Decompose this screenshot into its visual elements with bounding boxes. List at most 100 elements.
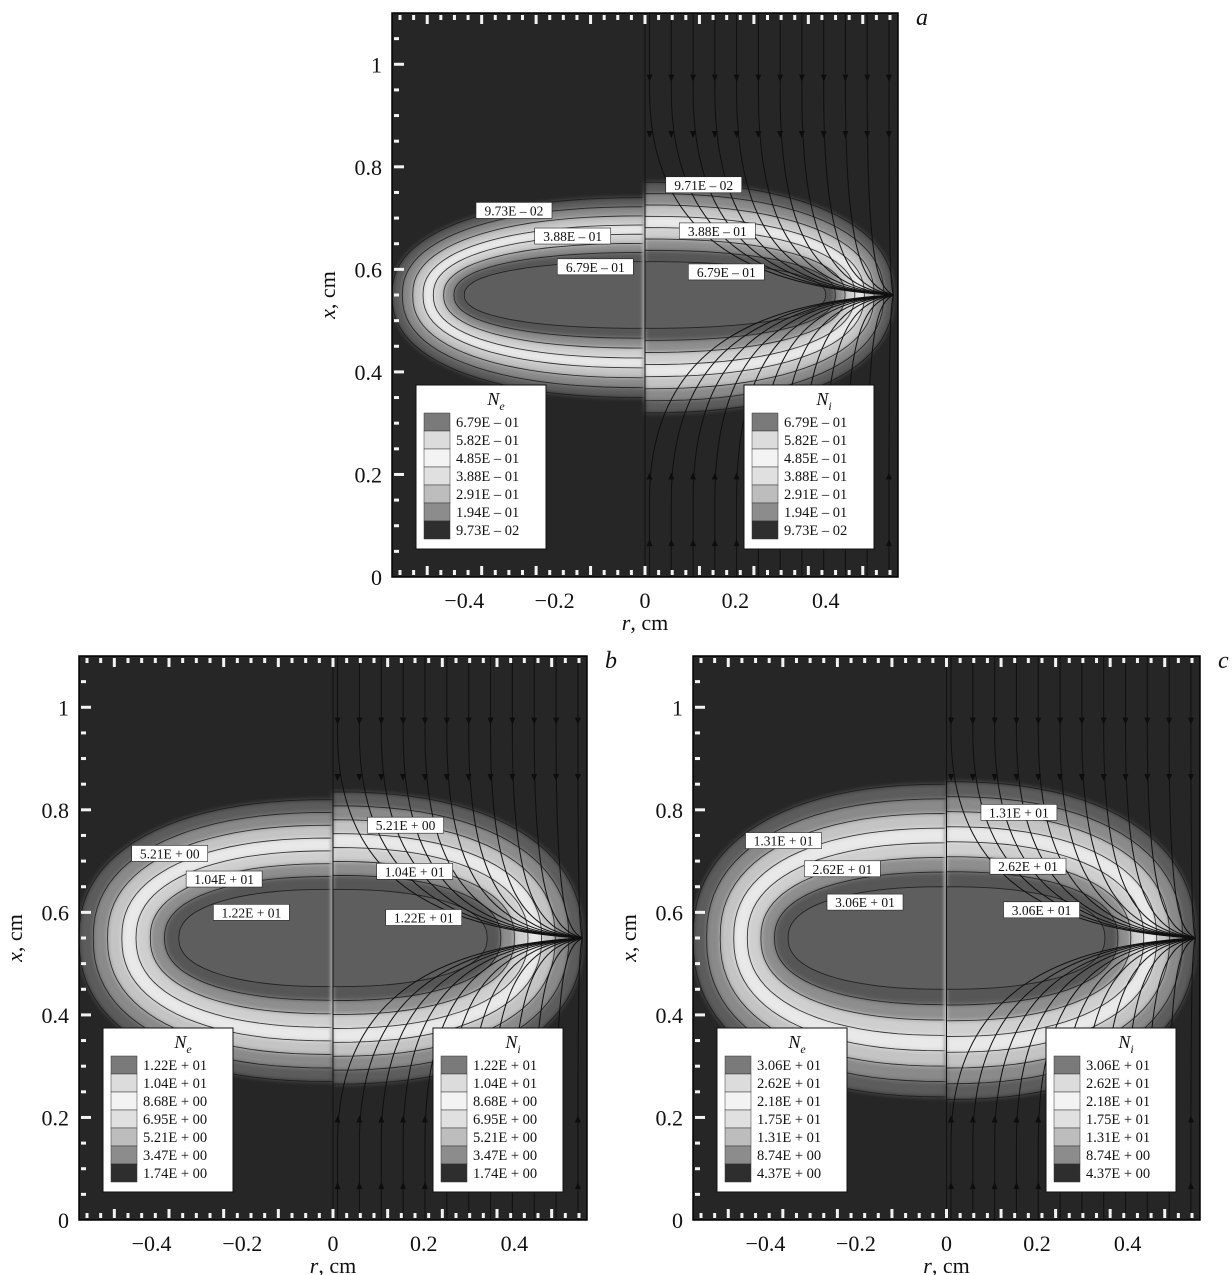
field-arrow xyxy=(400,717,407,725)
legend-ne-swatch xyxy=(110,1091,138,1111)
tick-minor-bottom xyxy=(534,566,538,575)
field-arrow xyxy=(646,131,653,139)
contour-label: 1.31E + 01 xyxy=(754,834,814,849)
legend-ne-level: 1.94E – 01 xyxy=(456,505,519,521)
tick-minor-top xyxy=(670,15,674,20)
tick-minor-top xyxy=(276,658,280,667)
tick-minor-bottom xyxy=(713,1213,717,1218)
field-arrow xyxy=(378,774,385,782)
field-arrow xyxy=(885,74,892,82)
legend-ne-swatch xyxy=(423,466,451,486)
field-arrow xyxy=(1187,1182,1194,1190)
legend-ni-level: 1.31E + 01 xyxy=(1086,1130,1150,1146)
field-line-top xyxy=(511,656,583,939)
legend-ne-level: 5.21E + 00 xyxy=(143,1130,207,1146)
tick-minor-top xyxy=(1108,658,1112,667)
tick-minor-bottom xyxy=(890,1209,894,1218)
tick-minor-bottom xyxy=(847,570,851,575)
legend-ne-level: 1.75E + 01 xyxy=(757,1112,821,1128)
field-line-top xyxy=(337,656,583,939)
tick-minor-left xyxy=(695,1141,700,1145)
tick-minor-bottom xyxy=(699,1213,703,1218)
tick-minor-bottom xyxy=(222,1209,226,1218)
field-line-top xyxy=(490,656,583,939)
field-arrow xyxy=(334,717,341,725)
legend-ni-level: 4.37E + 00 xyxy=(1086,1166,1150,1182)
legend-ne-swatch xyxy=(423,520,451,540)
field-line-top xyxy=(358,656,583,939)
field-arrow xyxy=(574,774,581,782)
tick-minor-top xyxy=(1081,658,1085,663)
field-arrow xyxy=(668,74,675,82)
legend-ni-level: 3.47E + 00 xyxy=(473,1148,537,1164)
tick-minor-top xyxy=(888,15,892,20)
x-tick-label: 0.2 xyxy=(722,588,750,613)
field-arrow xyxy=(1057,774,1064,782)
tick-minor-top xyxy=(958,658,962,663)
x-tick-label: 0 xyxy=(941,1231,952,1256)
tick-minor-bottom xyxy=(358,1213,362,1218)
legend-ni-swatch xyxy=(440,1145,468,1165)
tick-minor-left xyxy=(81,833,86,837)
tick-minor-top xyxy=(425,15,429,24)
legend-ni-level: 4.85E – 01 xyxy=(784,451,847,467)
tick-minor-top xyxy=(752,15,756,24)
tick-minor-left xyxy=(81,1090,86,1094)
legend-ni: Ni 3.06E + 01 2.62E + 01 2.18E + 01 1.75E + … xyxy=(1045,1027,1177,1193)
tick-minor-top xyxy=(398,15,402,20)
tick-minor-top xyxy=(550,658,554,667)
contour-label-box xyxy=(688,263,765,281)
field-line-bottom xyxy=(337,937,583,1220)
x-tick-label: 0.4 xyxy=(1114,1231,1142,1256)
y-tick-label: 1 xyxy=(371,52,382,77)
tick-minor-left xyxy=(394,37,399,41)
tick-minor-top xyxy=(794,658,798,663)
tick-minor-left xyxy=(394,293,399,297)
contour-line-right-5 xyxy=(644,238,846,353)
tick-minor-left xyxy=(81,782,86,786)
tick-minor-left xyxy=(394,62,404,66)
field-arrow xyxy=(487,717,494,725)
tick-minor-bottom xyxy=(413,1213,417,1218)
legend-ne: Ne 1.22E + 01 1.04E + 01 8.68E + 00 6.95E + … xyxy=(102,1027,234,1193)
tick-minor-bottom xyxy=(834,570,838,575)
tick-minor-bottom xyxy=(670,570,674,575)
field-arrow xyxy=(885,539,892,547)
field-arrow xyxy=(820,131,827,139)
legend-ni-level: 3.88E – 01 xyxy=(784,469,847,485)
field-arrow xyxy=(711,74,718,82)
tick-minor-bottom xyxy=(874,570,878,575)
plot-frame xyxy=(692,655,1201,1221)
tick-minor-top xyxy=(904,658,908,663)
legend-ne-level: 1.04E + 01 xyxy=(143,1076,207,1092)
tick-minor-bottom xyxy=(249,1213,253,1218)
contour-label: 6.79E – 01 xyxy=(697,265,756,280)
tick-minor-bottom xyxy=(1095,1213,1099,1218)
tick-minor-top xyxy=(358,658,362,663)
legend-ne: Ne 6.79E – 01 5.82E – 01 4.85E – 01 3.88E – … xyxy=(415,384,547,550)
legend-ne-level: 6.79E – 01 xyxy=(456,415,519,431)
field-arrow xyxy=(733,472,740,480)
tick-minor-top xyxy=(345,658,349,663)
contour-label: 1.22E + 01 xyxy=(221,905,281,920)
tick-minor-left xyxy=(695,1167,700,1171)
y-tick-label: 0.4 xyxy=(355,360,383,385)
contour-label-box xyxy=(185,870,263,888)
legend-ni-level: 1.75E + 01 xyxy=(1086,1112,1150,1128)
tick-minor-left xyxy=(695,936,700,940)
tick-minor-bottom xyxy=(767,1213,771,1218)
field-arrow xyxy=(711,539,718,547)
legend-ni-level: 1.04E + 01 xyxy=(473,1076,537,1092)
tick-minor-left xyxy=(394,88,399,92)
contour-line-right-7 xyxy=(946,886,1106,990)
tick-minor-bottom xyxy=(454,1213,458,1218)
tick-minor-left xyxy=(695,680,700,684)
tick-minor-top xyxy=(454,658,458,663)
field-line-top xyxy=(424,656,583,939)
y-tick-label: 0 xyxy=(58,1208,69,1233)
tick-minor-top xyxy=(563,658,567,663)
field-arrow xyxy=(690,539,697,547)
contour-label-box xyxy=(826,893,904,911)
tick-minor-bottom xyxy=(738,570,742,575)
field-arrow xyxy=(969,717,976,725)
